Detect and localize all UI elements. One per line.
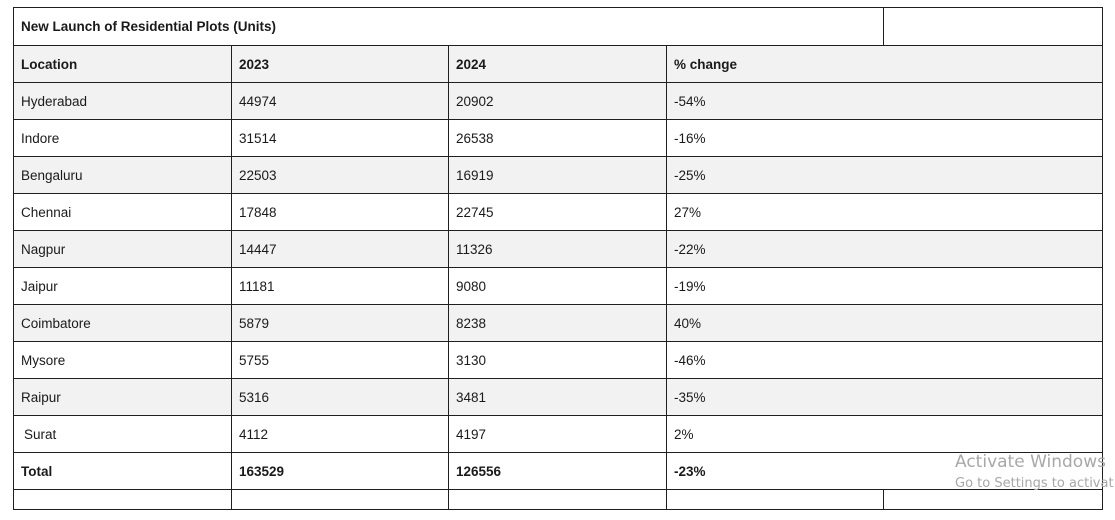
cell-2023: 11181 <box>231 267 449 305</box>
cell-percent-change: 2% <box>665 415 1104 453</box>
cell-location: Hyderabad <box>13 82 232 120</box>
cell-location: Bengaluru <box>13 156 232 194</box>
header-2023: 2023 <box>231 45 449 83</box>
table-row: Bengaluru 22503 16919 -25% <box>13 156 1104 194</box>
cell-location: Coimbatore <box>13 304 232 342</box>
header-percent-change: % change <box>665 45 1104 83</box>
total-percent-change: -23% <box>665 452 1104 490</box>
total-2023: 163529 <box>231 452 449 490</box>
table-row: Hyderabad 44974 20902 -54% <box>13 82 1104 120</box>
cell-2023: 4112 <box>231 415 449 453</box>
cell-2024: 26538 <box>448 119 667 157</box>
cell-2024: 16919 <box>448 156 667 194</box>
table-title: New Launch of Residential Plots (Units) <box>12 7 885 46</box>
total-2024: 126556 <box>448 452 667 490</box>
cell-2024: 3481 <box>448 378 667 416</box>
table-row: Indore 31514 26538 -16% <box>13 119 1104 157</box>
cell-percent-change: -25% <box>665 156 1104 194</box>
cell-location: Raipur <box>13 378 232 416</box>
cell-location: Indore <box>13 119 232 157</box>
cell-2024: 8238 <box>448 304 667 342</box>
cell-2024: 4197 <box>448 415 667 453</box>
cell-percent-change: -22% <box>665 230 1104 268</box>
cell-location: Mysore <box>13 341 232 379</box>
residential-plots-table: New Launch of Residential Plots (Units) … <box>12 7 1104 510</box>
cell-2023: 14447 <box>231 230 449 268</box>
table-row: Coimbatore 5879 8238 40% <box>13 304 1104 342</box>
cell-2023: 5755 <box>231 341 449 379</box>
cell-percent-change: -54% <box>665 82 1104 120</box>
header-location: Location <box>13 45 232 83</box>
empty-cell <box>231 489 449 510</box>
cell-2023: 22503 <box>231 156 449 194</box>
table-row: Surat 4112 4197 2% <box>13 415 1104 453</box>
table-partial-row <box>13 489 1104 510</box>
empty-cell <box>13 489 232 510</box>
cell-percent-change: -16% <box>665 119 1104 157</box>
table-row: Jaipur 11181 9080 -19% <box>13 267 1104 305</box>
cell-2024: 11326 <box>448 230 667 268</box>
cell-2024: 22745 <box>448 193 667 231</box>
cell-location: Surat <box>13 415 232 453</box>
cell-2023: 5879 <box>231 304 449 342</box>
cell-location: Jaipur <box>13 267 232 305</box>
cell-location: Nagpur <box>13 230 232 268</box>
cell-2024: 9080 <box>448 267 667 305</box>
table-total-row: Total 163529 126556 -23% <box>13 452 1104 490</box>
cell-percent-change: -46% <box>665 341 1104 379</box>
table-row: Mysore 5755 3130 -46% <box>13 341 1104 379</box>
cell-2023: 5316 <box>231 378 449 416</box>
cell-2023: 31514 <box>231 119 449 157</box>
total-label: Total <box>13 452 232 490</box>
header-2024: 2024 <box>448 45 667 83</box>
table-title-row: New Launch of Residential Plots (Units) <box>12 7 1104 46</box>
cell-percent-change: 27% <box>665 193 1104 231</box>
cell-2024: 3130 <box>448 341 667 379</box>
table-row: Nagpur 14447 11326 -22% <box>13 230 1104 268</box>
cell-2023: 44974 <box>231 82 449 120</box>
table-header-row: Location 2023 2024 % change <box>13 45 1104 83</box>
cell-2023: 17848 <box>231 193 449 231</box>
empty-cell <box>665 489 885 510</box>
residential-plots-table-container: New Launch of Residential Plots (Units) … <box>12 7 1104 510</box>
table-row: Chennai 17848 22745 27% <box>13 193 1104 231</box>
table-row: Raipur 5316 3481 -35% <box>13 378 1104 416</box>
cell-percent-change: -35% <box>665 378 1104 416</box>
cell-percent-change: -19% <box>665 267 1104 305</box>
table-title-empty-cell <box>883 7 1104 46</box>
cell-2024: 20902 <box>448 82 667 120</box>
empty-cell <box>448 489 667 510</box>
cell-location: Chennai <box>13 193 232 231</box>
empty-cell <box>883 489 1104 510</box>
cell-percent-change: 40% <box>665 304 1104 342</box>
